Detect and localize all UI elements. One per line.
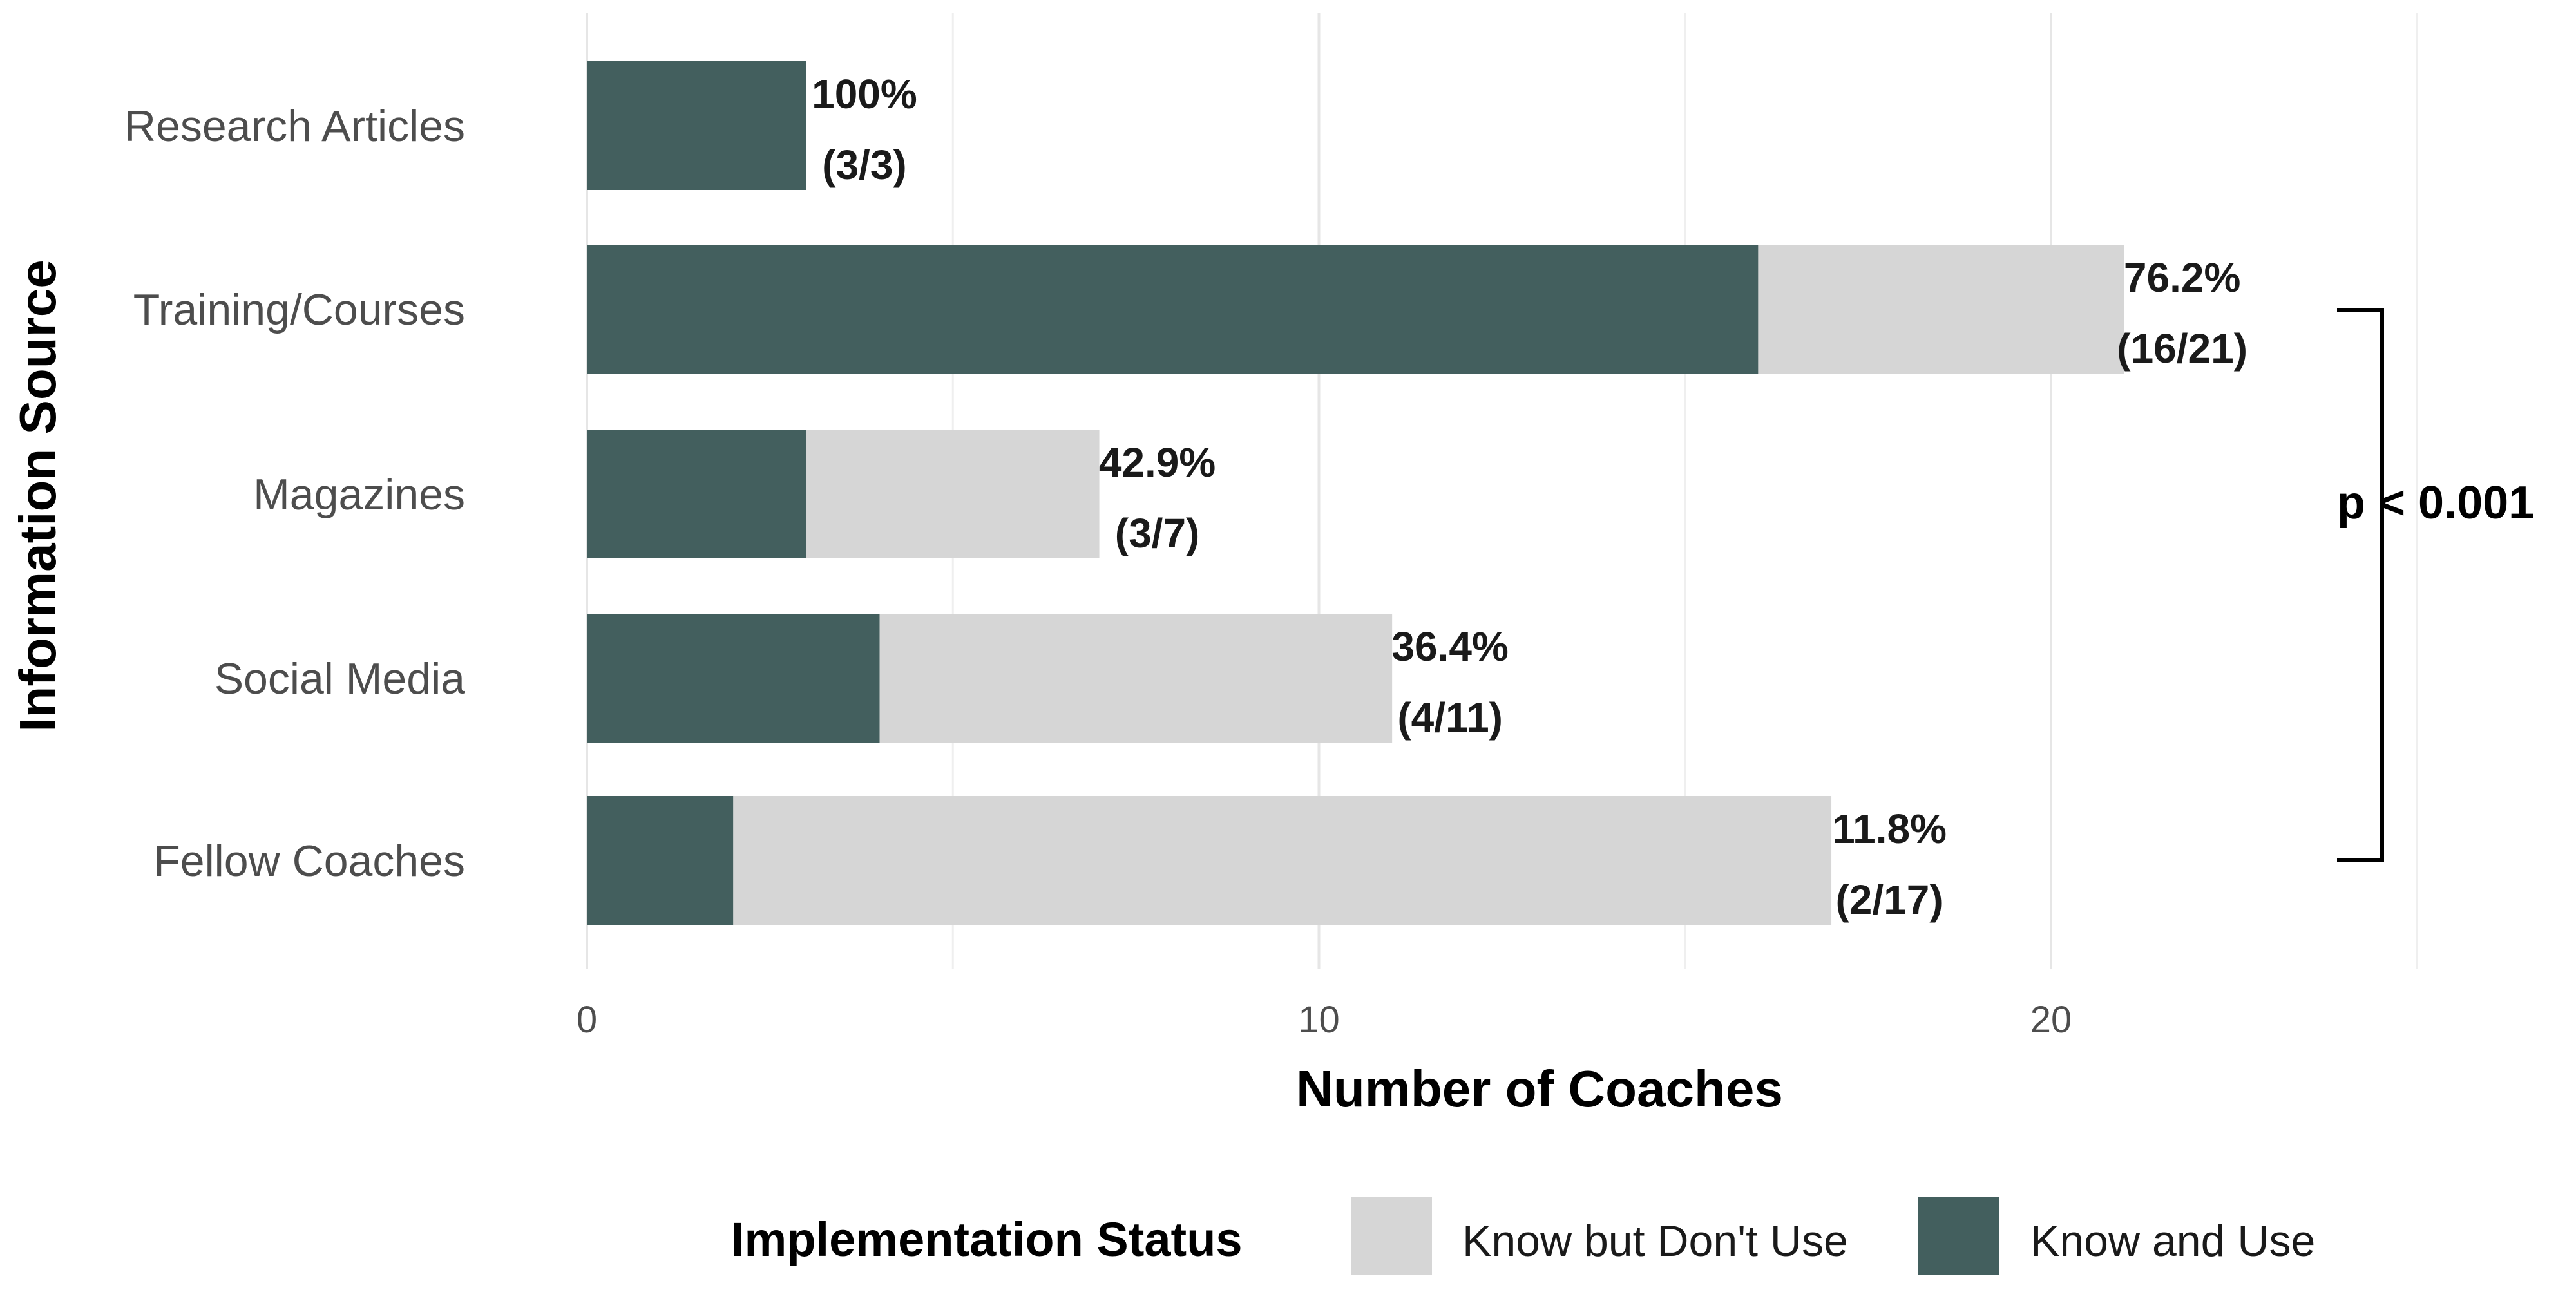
x-tick-label-20: 20 bbox=[2030, 999, 2072, 1041]
data-label-pct-training-courses: 76.2% bbox=[2124, 254, 2240, 301]
data-label-frac-magazines: (3/7) bbox=[1115, 510, 1200, 556]
x-tick-label-10: 10 bbox=[1298, 999, 1340, 1041]
y-axis-title: Information Source bbox=[9, 260, 66, 732]
legend-title: Implementation Status bbox=[731, 1213, 1243, 1266]
data-label-frac-fellow-coaches: (2/17) bbox=[1835, 877, 1943, 923]
grid-layer: 0 10 20 bbox=[577, 13, 2418, 1041]
category-label-magazines: Magazines bbox=[253, 470, 465, 519]
data-label-pct-social-media: 36.4% bbox=[1391, 623, 1508, 670]
bar-know-and-use-research-articles bbox=[587, 61, 806, 190]
legend-swatch-know-but-dont-use bbox=[1351, 1197, 1432, 1275]
significance-label: p < 0.001 bbox=[2337, 477, 2534, 529]
category-label-social-media: Social Media bbox=[215, 654, 465, 703]
bar-know-and-use-training-courses bbox=[587, 245, 1759, 374]
legend-swatch-know-and-use bbox=[1918, 1197, 1999, 1275]
bar-know-and-use-fellow-coaches bbox=[587, 796, 734, 925]
x-tick-label-0: 0 bbox=[577, 999, 597, 1041]
bar-know-but-dont-use-training-courses bbox=[1758, 245, 2124, 374]
legend-label-know-but-dont-use: Know but Don't Use bbox=[1462, 1217, 1848, 1266]
bar-know-and-use-social-media bbox=[587, 614, 880, 743]
data-label-pct-research-articles: 100% bbox=[812, 71, 917, 117]
bar-know-but-dont-use-fellow-coaches bbox=[733, 796, 1832, 925]
significance-bracket bbox=[2337, 308, 2384, 862]
data-label-pct-fellow-coaches: 11.8% bbox=[1832, 806, 1947, 852]
bar-know-but-dont-use-magazines bbox=[806, 430, 1100, 558]
data-label-frac-training-courses: (16/21) bbox=[2117, 325, 2247, 372]
label-layer: Research Articles 100% (3/3) Training/Cours… bbox=[124, 71, 2247, 923]
bar-know-and-use-magazines bbox=[587, 430, 806, 558]
category-label-research-articles: Research Articles bbox=[124, 102, 465, 151]
legend-label-know-and-use: Know and Use bbox=[2030, 1217, 2315, 1266]
category-label-training-courses: Training/Courses bbox=[133, 285, 465, 334]
category-label-fellow-coaches: Fellow Coaches bbox=[153, 837, 465, 886]
data-label-frac-research-articles: (3/3) bbox=[822, 142, 907, 188]
data-label-frac-social-media: (4/11) bbox=[1397, 694, 1503, 741]
legend: Implementation Status Know but Don't Use… bbox=[731, 1197, 2315, 1275]
bar-know-but-dont-use-social-media bbox=[879, 614, 1393, 743]
data-label-pct-magazines: 42.9% bbox=[1099, 439, 1216, 486]
axis-layer: Number of Coaches Information Source bbox=[9, 260, 1783, 1117]
bar-layer bbox=[587, 61, 2124, 925]
significance-annotation: p < 0.001 bbox=[2337, 308, 2534, 862]
x-axis-title: Number of Coaches bbox=[1296, 1060, 1783, 1117]
